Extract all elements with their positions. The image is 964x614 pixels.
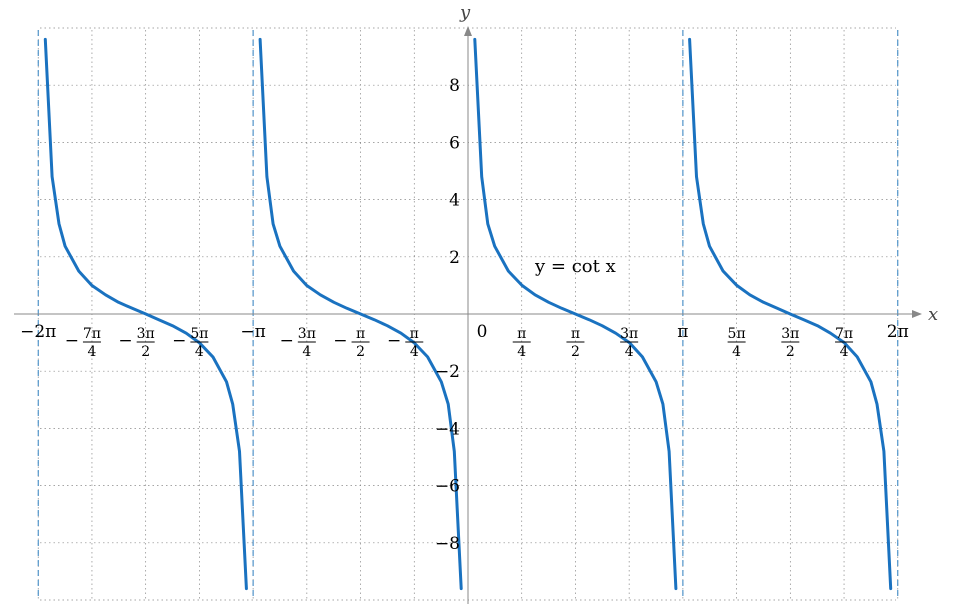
x-tick-sign: − [333, 331, 347, 351]
y-tick-label: −2 [435, 362, 460, 382]
x-tick-numerator: 5π [190, 326, 208, 342]
x-tick-denominator: 4 [732, 344, 741, 360]
x-tick-numerator: π [356, 326, 365, 342]
x-tick-numerator: π [517, 326, 526, 342]
x-tick-numerator: 7π [83, 326, 101, 342]
x-tick-label: π [677, 322, 688, 342]
x-axis-arrow-icon [912, 310, 922, 318]
x-tick-numerator: 7π [835, 326, 853, 342]
y-tick-label: 2 [449, 248, 460, 268]
y-tick-label: 8 [449, 76, 460, 96]
x-tick-fraction: 3π2 [781, 326, 799, 360]
x-tick-denominator: 2 [141, 344, 150, 360]
x-tick-fraction: −3π 4 [280, 326, 316, 360]
y-tick-label: −6 [435, 477, 460, 497]
cot-branch [258, 37, 463, 591]
x-tick-numerator: 3π [298, 326, 316, 342]
x-tick-denominator: 4 [410, 344, 419, 360]
x-tick-numerator: 3π [137, 326, 155, 342]
x-tick-denominator: 2 [786, 344, 795, 360]
x-tick-denominator: 4 [517, 344, 526, 360]
x-tick-sign: − [118, 331, 132, 351]
x-tick-denominator: 2 [356, 344, 365, 360]
x-tick-fraction: π4 [512, 326, 531, 360]
x-tick-fraction: −3π 2 [118, 326, 154, 360]
x-tick-fraction: 7π4 [835, 326, 853, 360]
y-axis-arrow-icon [464, 26, 472, 36]
x-tick-sign: − [387, 331, 401, 351]
x-tick-label: 0 [477, 322, 488, 342]
x-tick-fraction: −5π 4 [172, 326, 208, 360]
x-tick-numerator: 5π [728, 326, 746, 342]
curve-annotation: y = cot x [534, 256, 616, 277]
x-tick-denominator: 4 [840, 344, 849, 360]
cot-branch [473, 37, 678, 591]
x-tick-sign: − [280, 331, 294, 351]
x-tick-numerator: π [410, 326, 419, 342]
axes: x y [14, 2, 938, 604]
x-tick-fraction: 3π4 [620, 326, 638, 360]
y-axis-title: y [459, 2, 471, 23]
x-tick-denominator: 2 [571, 344, 580, 360]
x-tick-label: 2π [887, 322, 909, 342]
x-tick-sign: − [65, 331, 79, 351]
x-tick-denominator: 4 [302, 344, 311, 360]
x-tick-denominator: 4 [195, 344, 204, 360]
x-tick-fraction: π2 [566, 326, 585, 360]
cot-branch [688, 37, 893, 591]
y-tick-label: −8 [435, 534, 460, 554]
y-tick-label: 4 [449, 191, 460, 211]
x-tick-numerator: π [571, 326, 580, 342]
y-tick-label: 6 [449, 133, 460, 153]
asymptotes [37, 30, 899, 600]
x-tick-denominator: 4 [87, 344, 96, 360]
x-tick-fraction: − π 4 [387, 326, 424, 360]
x-tick-sign: − [172, 331, 186, 351]
x-axis-title: x [928, 304, 938, 325]
y-tick-label: −4 [435, 419, 460, 439]
x-tick-label: −π [240, 322, 265, 342]
x-tick-label: −2π [20, 322, 56, 342]
x-tick-fraction: − π 2 [333, 326, 370, 360]
x-tick-numerator: 3π [781, 326, 799, 342]
x-tick-fraction: −7π 4 [65, 326, 101, 360]
cot-branch [43, 37, 248, 591]
series [43, 37, 893, 591]
x-tick-denominator: 4 [625, 344, 634, 360]
x-tick-numerator: 3π [620, 326, 638, 342]
x-tick-fraction: 5π4 [728, 326, 746, 360]
